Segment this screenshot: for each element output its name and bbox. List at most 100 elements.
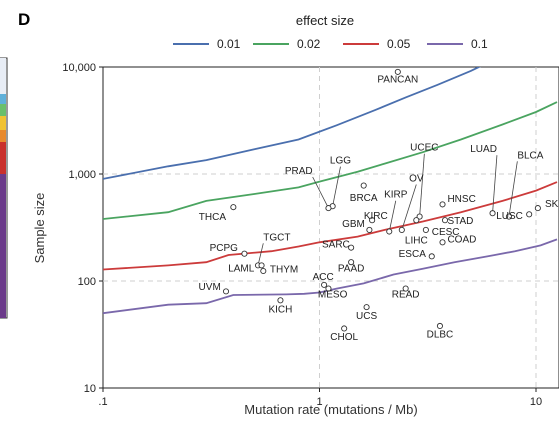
legend-label: 0.1 [471,37,488,51]
legend-item: 0.01 [173,37,241,51]
point-label: BRCA [350,193,378,204]
plot-frame [102,66,559,389]
colorbar-strip [0,57,8,319]
data-point [277,297,284,304]
data-point [398,226,405,233]
point-label: PRAD [285,166,313,177]
point-label: LIHC [405,235,428,246]
data-point [230,204,237,211]
grid [103,67,559,388]
data-point [260,267,267,275]
data-point [363,304,370,311]
data-point [394,68,401,75]
point-label: THYM [270,265,298,276]
series-line-0-05 [103,181,558,271]
point-label: TGCT [263,232,290,243]
point-label: CESC [432,227,460,238]
point-label: UCEC [410,143,438,154]
leader-line [492,155,498,214]
leader-line [508,161,518,217]
data-point [321,281,328,288]
data-point [325,285,332,292]
data-point [241,250,248,257]
data-point [416,213,423,220]
y-tick-label: 100 [78,276,96,288]
y-axis-label: Sample size [32,193,47,264]
point-label: PCPG [210,243,239,254]
legend-item: 0.02 [253,37,321,51]
point-label: READ [392,290,420,301]
point-label: SKCM [545,199,559,210]
point-label: LUAD [470,144,497,155]
legend-item: 0.05 [343,37,411,51]
data-point [366,226,373,233]
legend-label: 0.01 [217,37,241,51]
data-point [325,205,332,212]
data-point [258,262,265,269]
point-label: CHOL [330,332,358,343]
data-point [526,211,533,218]
point-label: KICH [268,304,292,315]
point-label: COAD [447,234,476,245]
point-label: UVM [199,282,221,293]
point-label: OV [409,174,424,185]
leader-line [388,200,397,232]
point-label: GBM [342,219,365,230]
data-point [369,217,376,224]
point-label: KIRP [384,190,408,201]
point-label: MESO [318,290,348,301]
point-label: HNSC [447,194,475,205]
series-lines [103,67,558,315]
legend-title: effect size [296,13,354,28]
data-point [439,201,446,208]
data-point [489,210,496,217]
data-point [505,213,513,220]
x-axis-label: Mutation rate (mutations / Mb) [244,402,417,417]
leader-lines [257,153,518,266]
data-point [386,228,393,235]
x-tick-label: .1 [98,396,107,408]
leader-line [312,176,329,209]
axis-ticks: .1 1 10 10 100 1,000 10,000 [62,62,542,408]
point-label: LAML [228,263,255,274]
data-point [439,239,446,246]
data-point [341,325,348,332]
point-label: ACC [313,272,334,283]
series-line-0-01 [103,67,482,180]
data-point [441,217,449,224]
leader-line [419,153,425,217]
y-tick-label: 10 [84,383,96,395]
legend-label: 0.02 [297,37,321,51]
data-point [413,217,420,224]
data-point [348,259,355,266]
series-line-0-1 [103,238,558,315]
x-tick-label: 10 [530,396,542,408]
point-label: BLCA [517,150,543,161]
data-point [428,253,435,260]
data-point [348,244,355,251]
legend: effect size 0.01 0.02 0.05 0.1 [173,13,488,51]
leader-line [332,166,341,207]
data-point [222,288,230,295]
series-line-0-02 [103,101,558,220]
plot-area: PANCAN UCEC LGG PRAD OV LUAD BLCA BRCA THCA KIRP H… [62,62,559,408]
data-points: PANCAN UCEC LGG PRAD OV LUAD BLCA BRCA THCA KIRP H… [199,68,559,343]
data-point [422,226,429,233]
leader-line [257,243,264,266]
data-point [360,182,367,189]
point-label: PANCAN [377,74,418,85]
legend-item: 0.1 [427,37,488,51]
point-label: KIRC [364,211,388,222]
point-label: STAD [447,216,473,227]
y-tick-label: 10,000 [62,62,96,74]
data-point [534,205,541,212]
point-label: ESCA [399,249,427,260]
data-point [402,285,409,292]
point-label: UCS [356,311,377,322]
data-point [436,322,443,330]
x-tick-label: 1 [316,396,322,408]
point-label: DLBC [427,330,454,341]
point-label: LUSC [496,211,523,222]
point-label: THCA [199,212,227,223]
